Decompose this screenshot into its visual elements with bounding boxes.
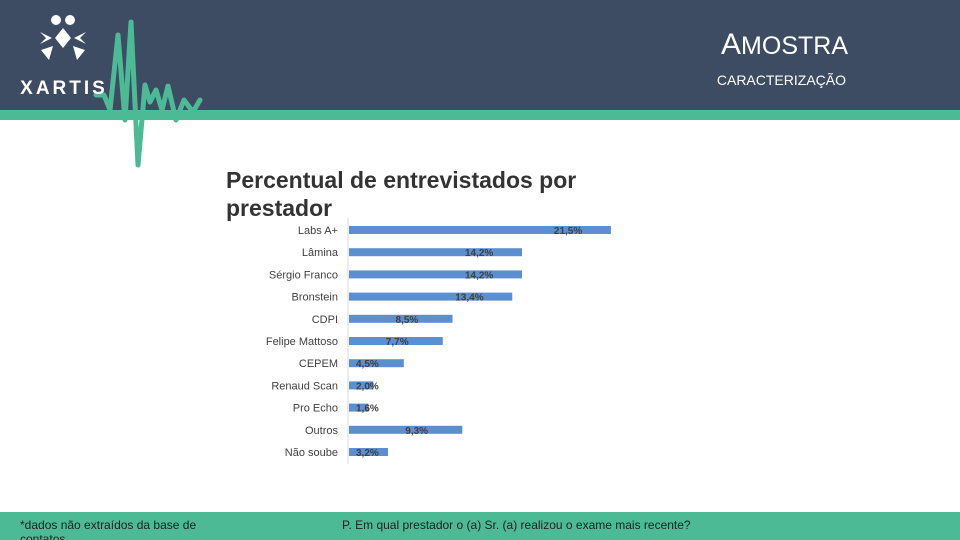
bar [349,314,453,323]
chart-title: Percentual de entrevistados por prestado… [226,167,577,221]
bar [349,381,374,390]
bar [349,425,463,434]
category-label: Felipe Mattoso [266,336,338,348]
data-label: 4,5% [356,359,379,370]
bar [349,270,522,279]
footnote: *dados não extraídos da base de contatos [20,518,197,540]
category-label: Não soube [285,447,338,459]
category-label: Outros [305,425,339,437]
category-label: Pro Echo [293,403,338,415]
page-title-initial: A [721,28,742,61]
category-label: CEPEM [299,358,338,370]
header-accent-stripe [0,110,960,120]
data-label: 9,3% [405,426,428,437]
bar [349,403,369,412]
bar-chart: Labs A+ 21,5% Lâmina 14,2% Sérgio Franco 14,2… [266,218,611,464]
category-label: Lâmina [302,247,339,259]
data-label: 2,0% [356,381,379,392]
data-label: 14,2% [465,270,493,281]
bar [349,337,443,345]
bar [349,226,611,234]
data-label: 13,4% [455,293,483,304]
footer-bar: *dados não extraídos da base de contatos… [0,512,960,540]
category-label: Bronstein [292,292,338,304]
bar [349,448,388,456]
data-label: 14,2% [465,248,493,259]
brand-name: XARTIS [20,78,108,99]
heartbeat-line-icon [93,19,203,168]
data-label: 1,6% [356,404,379,415]
data-label: 21,5% [554,226,582,237]
category-label: Renaud Scan [271,380,338,392]
category-label: Sérgio Franco [269,269,338,281]
data-label: 8,5% [396,315,419,326]
bar [349,248,522,257]
bar [349,292,513,301]
page-title-rest: MOSTRA [741,32,848,60]
header-bar [0,0,960,110]
data-label: 7,7% [386,337,409,348]
category-label: Labs A+ [298,225,338,237]
survey-question: P. Em qual prestador o (a) Sr. (a) reali… [342,518,691,532]
page-title: AMOSTRA [721,28,848,62]
xartis-logo-icon [40,15,86,60]
bar [349,359,404,368]
page-subtitle: CARACTERIZAÇÃO [716,72,846,88]
data-label: 3,2% [356,448,379,459]
category-label: CDPI [312,314,338,326]
xartis-logo: XARTIS [14,14,114,99]
